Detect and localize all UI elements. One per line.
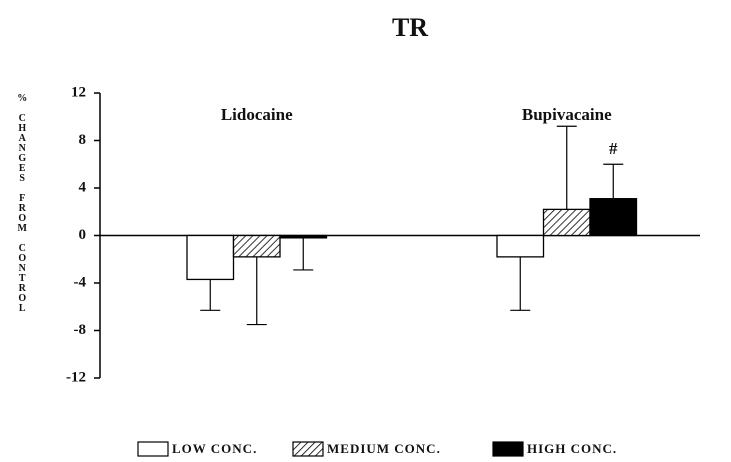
y-axis-label: % CHANGES FROM CONTROL (16, 93, 27, 313)
chart-title: TR (392, 13, 428, 42)
legend-swatch (492, 441, 524, 457)
y-tick-label: -4 (74, 274, 87, 290)
bar (542, 208, 591, 237)
bar (589, 198, 638, 237)
bar (186, 234, 235, 281)
y-tick-label: -8 (74, 322, 87, 338)
group-label: Bupivacaine (522, 105, 612, 124)
bar (279, 234, 328, 239)
bar (232, 234, 281, 258)
annotation: # (609, 139, 618, 158)
bar (496, 234, 545, 258)
y-tick-label: 8 (79, 132, 87, 148)
legend-swatch (137, 441, 169, 457)
y-tick-label: 4 (79, 179, 87, 195)
y-tick-label: 0 (79, 227, 87, 243)
legend-swatch (292, 441, 324, 457)
group-label: Lidocaine (221, 105, 293, 124)
legend-label: MEDIUM CONC. (327, 441, 441, 456)
y-tick-label: -12 (66, 369, 86, 385)
legend-label: HIGH CONC. (527, 441, 617, 456)
y-tick-label: 12 (71, 84, 86, 100)
legend-label: LOW CONC. (172, 441, 257, 456)
